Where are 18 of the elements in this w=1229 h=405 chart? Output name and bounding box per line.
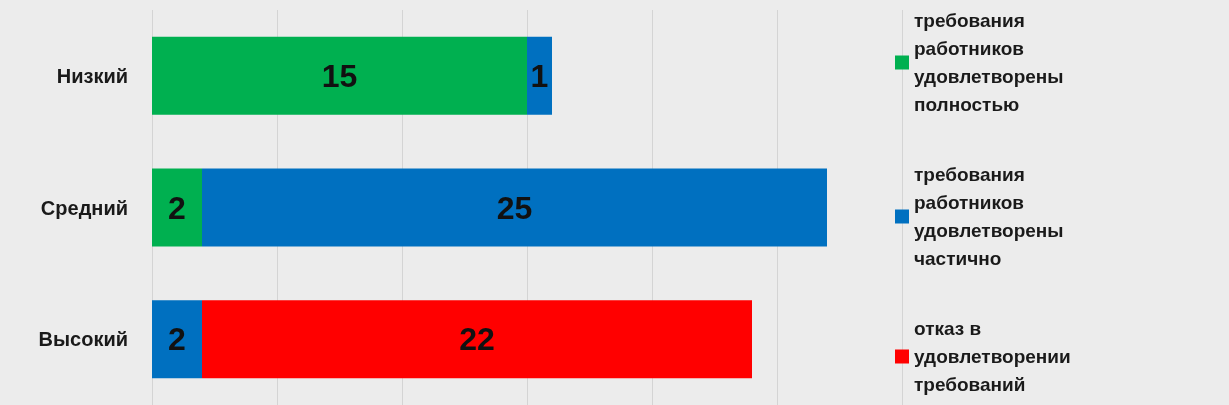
legend-label: требования работников удовлетворены полностью (914, 10, 1069, 115)
data-label: 2 (168, 321, 186, 358)
legend-label: отказ в удовлетворении требований (914, 318, 1076, 395)
bar (202, 168, 827, 247)
bar (202, 300, 752, 379)
data-label: 15 (321, 57, 358, 94)
data-label: 2 (168, 189, 186, 226)
data-label: 22 (459, 321, 495, 358)
bar (527, 36, 552, 115)
bar (152, 168, 202, 247)
y-tick-label: Средний (40, 196, 128, 219)
legend-label: требования работников удовлетворены частично (914, 164, 1069, 269)
y-tick-label: Низкий (56, 64, 128, 87)
bar (152, 300, 202, 379)
bar (152, 36, 527, 115)
data-label: 25 (496, 189, 533, 226)
y-tick-label: Высокий (38, 328, 128, 351)
data-label: 1 (530, 57, 549, 94)
